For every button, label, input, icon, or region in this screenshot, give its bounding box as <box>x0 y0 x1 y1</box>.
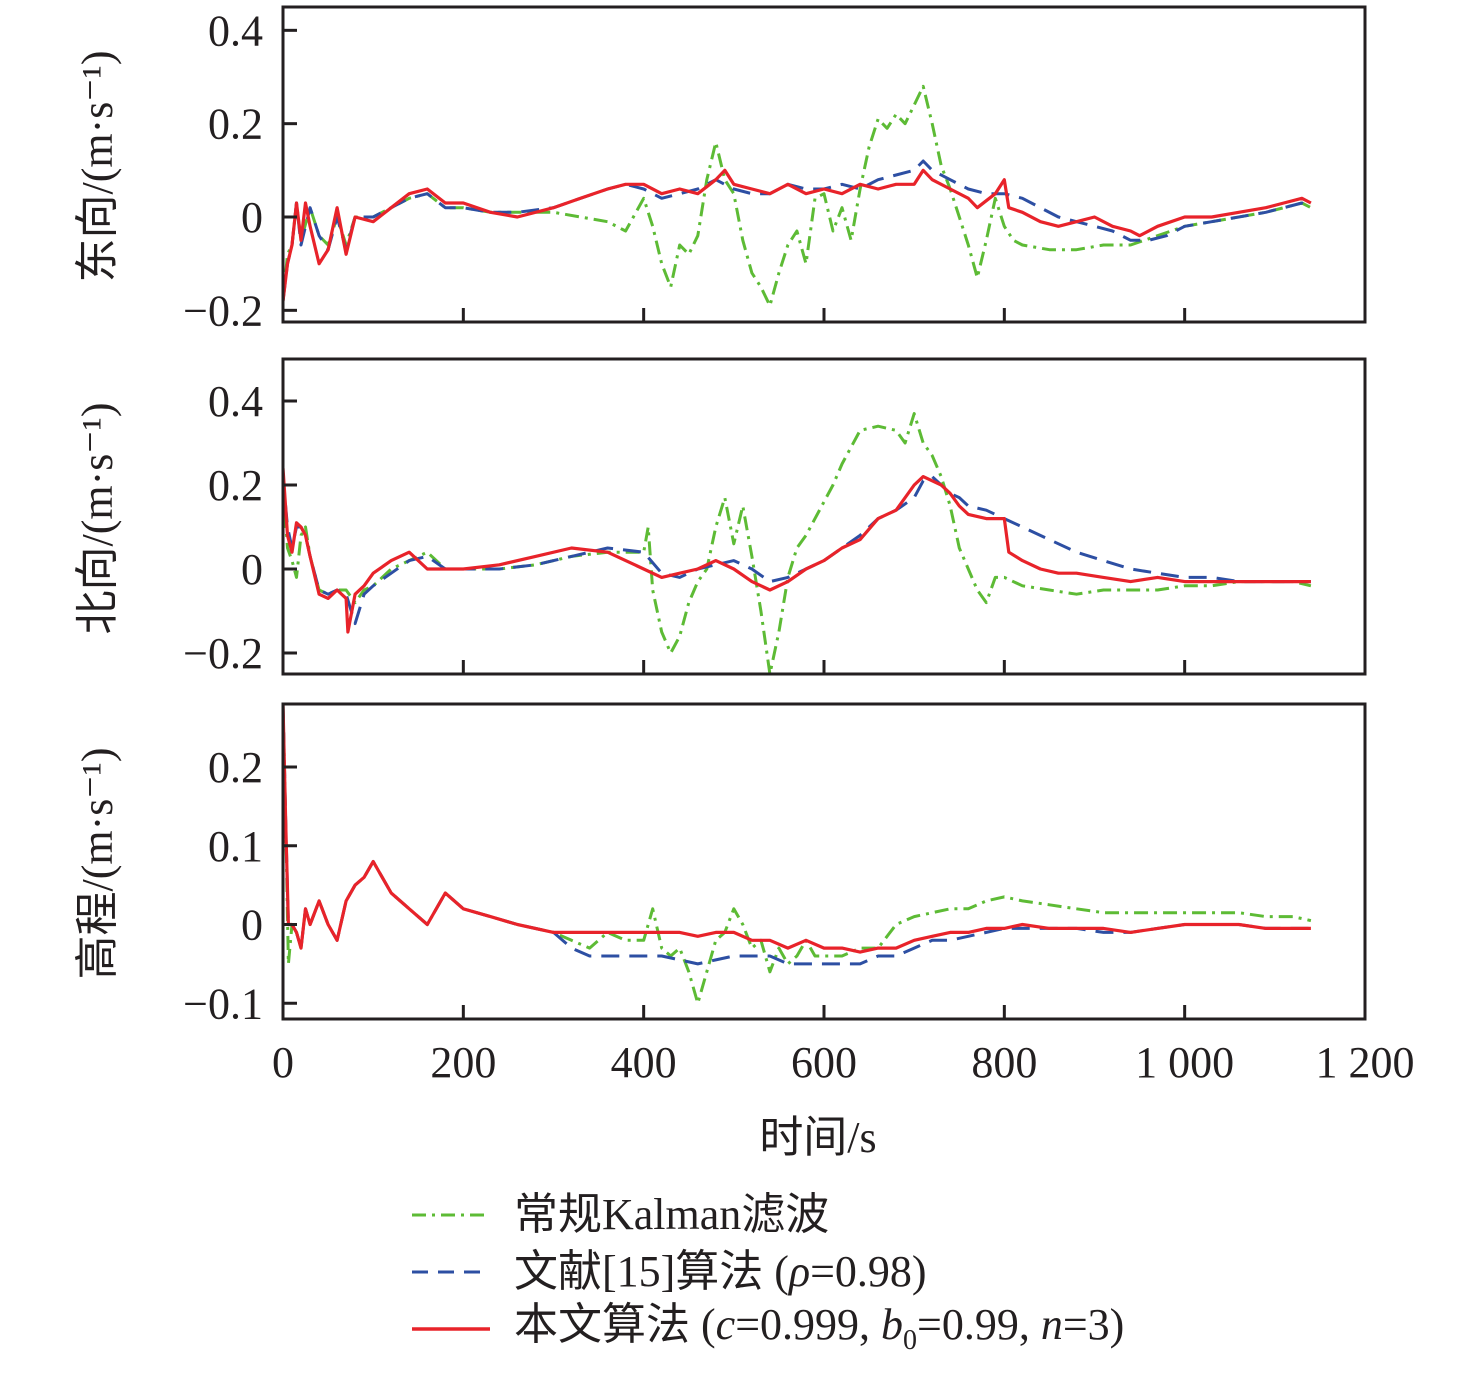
legend-label-ref15: 文献[15]算法 (ρ=0.98) <box>514 1246 927 1296</box>
series-line-kalman <box>283 704 1312 1005</box>
series-group <box>283 84 1312 308</box>
legend-swatch-kalman <box>412 1213 490 1216</box>
y-tick-label: −0.2 <box>183 286 263 335</box>
series-line-proposed <box>283 704 1311 954</box>
panel-north: −0.2 0 0.2 0.4 北向/(m·s⁻¹) <box>73 357 1367 678</box>
y-tick-label: −0.2 <box>183 629 263 678</box>
legend-label-proposed: 本文算法 (c=0.999, b0=0.99, n=3) <box>514 1299 1125 1356</box>
legend-swatch-proposed <box>412 1326 490 1331</box>
y-tick-label: 0.2 <box>208 461 263 510</box>
y-axis-title: 高程/(m·s⁻¹) <box>73 748 122 980</box>
legend-swatch-ref15 <box>412 1270 490 1273</box>
x-tick-label: 800 <box>971 1038 1037 1087</box>
x-tick-label: 600 <box>791 1038 857 1087</box>
x-axis: 0 200 400 600 800 1 000 1 200 <box>272 1038 1415 1087</box>
x-tick-label: 1 000 <box>1135 1038 1234 1087</box>
series-line-proposed <box>283 168 1312 302</box>
x-tick-label: 0 <box>272 1038 294 1087</box>
series-group <box>283 704 1312 1005</box>
panel-height: −0.1 0 0.1 0.2 高程/(m·s⁻¹) <box>73 702 1367 1028</box>
y-tick-label: 0.2 <box>208 743 263 792</box>
series-line-ref15 <box>283 475 1311 626</box>
series-line-ref15 <box>283 704 1311 966</box>
y-tick-label: 0 <box>241 901 263 950</box>
y-tick-label: 0.1 <box>208 822 263 871</box>
series-line-kalman <box>283 412 1312 674</box>
y-axis-title: 北向/(m·s⁻¹) <box>73 403 122 635</box>
legend-item-kalman: 常规Kalman滤波 <box>410 1186 1124 1243</box>
x-tick-label: 400 <box>611 1038 677 1087</box>
y-tick-label: 0.2 <box>208 100 263 149</box>
series-line-kalman <box>283 84 1312 308</box>
legend: 常规Kalman滤波 文献[15]算法 (ρ=0.98) 本文算法 (c=0.9… <box>410 1186 1124 1357</box>
x-axis-title: 时间/s <box>759 1113 876 1162</box>
series-group <box>283 412 1312 674</box>
y-tick-label: 0.4 <box>208 6 263 55</box>
legend-item-ref15: 文献[15]算法 (ρ=0.98) <box>410 1243 1124 1300</box>
x-tick-label: 200 <box>430 1038 496 1087</box>
plot-frame <box>281 357 1367 676</box>
legend-label-kalman: 常规Kalman滤波 <box>514 1189 830 1239</box>
x-tick-label: 1 200 <box>1316 1038 1415 1087</box>
y-tick-label: 0.4 <box>208 377 263 426</box>
y-tick-label: 0 <box>241 545 263 594</box>
y-axis-title: 东向/(m·s⁻¹) <box>73 51 122 283</box>
y-tick-label: 0 <box>241 193 263 242</box>
panel-east: −0.2 0 0.2 0.4 东向/(m·s⁻¹) <box>73 5 1367 335</box>
plot-frame <box>281 5 1367 324</box>
y-tick-label: −0.1 <box>183 979 263 1028</box>
legend-item-proposed: 本文算法 (c=0.999, b0=0.99, n=3) <box>410 1300 1124 1357</box>
series-line-proposed <box>283 468 1311 634</box>
plot-frame <box>281 702 1367 1021</box>
